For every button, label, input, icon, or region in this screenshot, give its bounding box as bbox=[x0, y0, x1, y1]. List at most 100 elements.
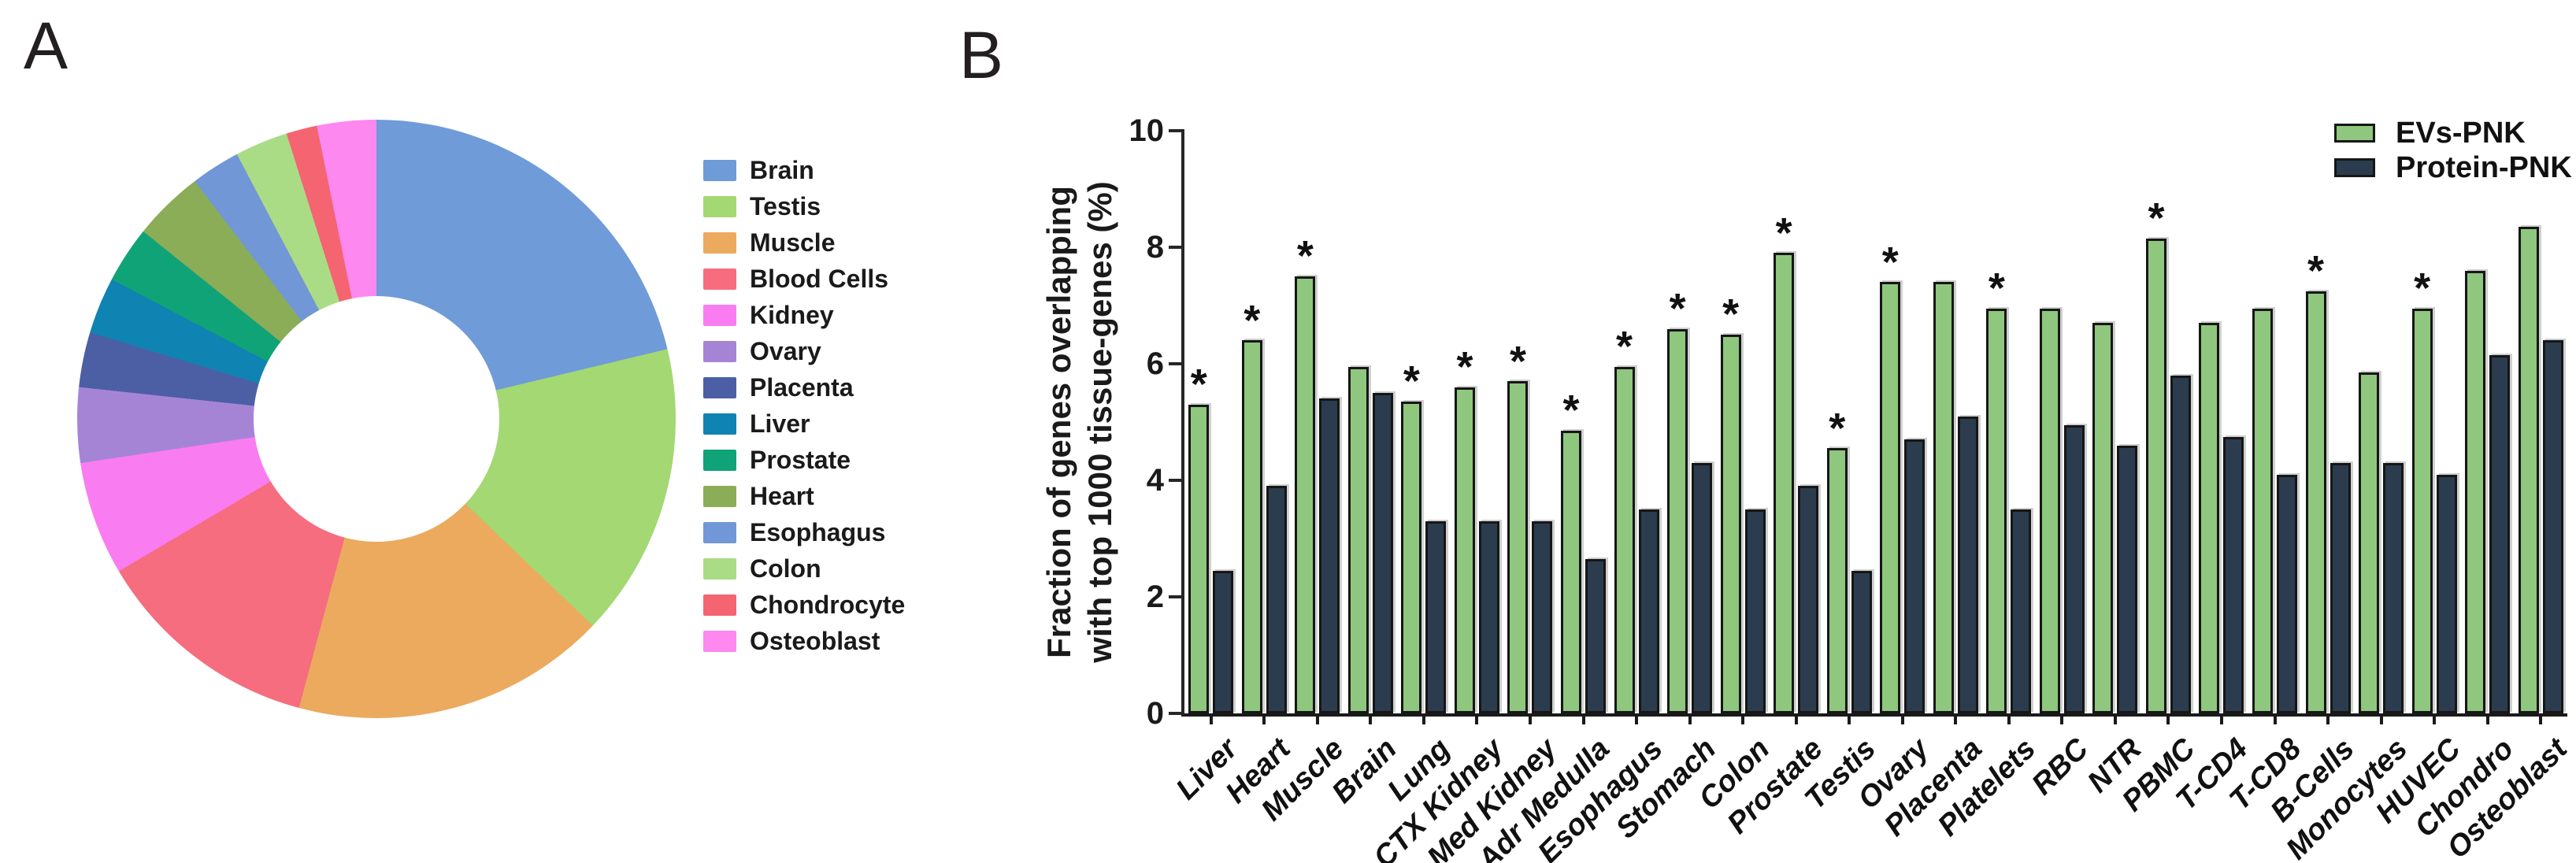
bar-protein-pnk bbox=[2436, 474, 2457, 713]
x-axis-tick bbox=[2060, 713, 2064, 724]
bar-chart-legend: EVs-PNK Protein-PNK bbox=[2334, 117, 2572, 184]
x-axis-tick bbox=[1528, 713, 1532, 724]
legend-item-label: Liver bbox=[750, 409, 810, 438]
legend-item-chondrocyte: Chondrocyte bbox=[703, 591, 905, 619]
legend-item-colon: Colon bbox=[703, 554, 905, 583]
y-axis-tick-label: 6 bbox=[1146, 346, 1164, 381]
x-axis-tick bbox=[1900, 713, 1904, 724]
x-axis-tick bbox=[2273, 713, 2277, 724]
legend-item-esophagus: Esophagus bbox=[703, 518, 905, 546]
significance-asterisk: * bbox=[1616, 323, 1633, 371]
bar-evs-pnk bbox=[1507, 381, 1529, 713]
y-axis-tick-label: 4 bbox=[1146, 463, 1164, 498]
legend-item-label: EVs-PNK bbox=[2396, 116, 2526, 150]
y-axis-tick-label: 10 bbox=[1129, 113, 1165, 148]
significance-asterisk: * bbox=[1244, 296, 1261, 344]
legend-item-label: Brain bbox=[750, 156, 814, 184]
bar-group-t-cd4: T-CD4 bbox=[2170, 131, 2255, 817]
legend-item-protein-pnk: Protein-PNK bbox=[2334, 151, 2572, 184]
bar-protein-pnk bbox=[2063, 424, 2085, 713]
legend-swatch-icon bbox=[703, 413, 736, 435]
bar-protein-pnk bbox=[2170, 375, 2191, 713]
legend-swatch-icon bbox=[703, 341, 736, 362]
x-axis-tick bbox=[1741, 713, 1745, 724]
legend-item-prostate: Prostate bbox=[703, 446, 905, 474]
bar-protein-pnk bbox=[1904, 439, 1926, 713]
panel-a-label: A bbox=[24, 9, 69, 83]
x-axis-tick bbox=[1688, 713, 1692, 724]
bar-evs-pnk bbox=[1880, 282, 1901, 713]
bar-protein-pnk bbox=[1319, 398, 1340, 713]
bar-protein-pnk bbox=[1744, 509, 1766, 713]
bar-protein-pnk bbox=[1425, 520, 1447, 713]
legend-item-label: Chondrocyte bbox=[750, 591, 906, 619]
significance-asterisk: * bbox=[1296, 232, 1314, 280]
donut-chart bbox=[77, 120, 676, 718]
bar-protein-pnk bbox=[1585, 558, 1607, 713]
y-axis-tick bbox=[1169, 479, 1184, 482]
bar-group-chondro: Chondro bbox=[2409, 131, 2520, 844]
bar-group-t-cd8: T-CD8 bbox=[2223, 131, 2307, 817]
significance-asterisk: * bbox=[1456, 343, 1473, 391]
bar-group-med-kidney: * Med Kidney bbox=[1421, 131, 1562, 863]
y-axis-tick-label: 2 bbox=[1146, 580, 1164, 614]
bar-evs-pnk bbox=[1614, 366, 1635, 713]
x-axis-label: RBC bbox=[2026, 732, 2096, 802]
legend-swatch-icon bbox=[703, 269, 736, 290]
legend-item-label: Protein-PNK bbox=[2396, 150, 2572, 184]
legend-swatch-icon bbox=[2334, 158, 2375, 177]
bar-group-heart: * Heart bbox=[1220, 131, 1297, 809]
x-axis-tick bbox=[2485, 713, 2489, 724]
legend-item-label: Colon bbox=[750, 554, 821, 583]
significance-asterisk: * bbox=[1403, 357, 1420, 406]
panel-b-label: B bbox=[959, 18, 1004, 92]
x-axis-tick bbox=[2326, 713, 2330, 724]
bar-group-platelets: * Platelets bbox=[1931, 131, 2041, 843]
bar-protein-pnk bbox=[2277, 474, 2298, 713]
bar-protein-pnk bbox=[1957, 416, 1978, 713]
x-axis-tick bbox=[1794, 713, 1798, 724]
significance-asterisk: * bbox=[1190, 361, 1207, 409]
x-axis-tick bbox=[1262, 713, 1266, 724]
bar-group-stomach: * Stomach bbox=[1610, 131, 1722, 845]
significance-asterisk: * bbox=[1722, 291, 1740, 339]
legend-swatch-icon bbox=[703, 522, 736, 543]
y-axis-tick bbox=[1169, 595, 1184, 598]
bar-evs-pnk bbox=[1774, 253, 1795, 713]
legend-item-label: Esophagus bbox=[750, 518, 886, 546]
bar-protein-pnk bbox=[1798, 486, 1819, 713]
legend-item-label: Testis bbox=[750, 192, 821, 220]
x-axis-tick bbox=[2166, 713, 2170, 724]
bar-group-ntr: NTR bbox=[2081, 131, 2148, 799]
x-axis-tick bbox=[1369, 713, 1373, 724]
legend-item-label: Placenta bbox=[750, 373, 854, 402]
bar-evs-pnk bbox=[1347, 366, 1369, 713]
bar-group-adr-medulla: * Adr Medulla bbox=[1472, 131, 1616, 863]
y-axis-tick bbox=[1169, 362, 1184, 365]
legend-item-muscle: Muscle bbox=[703, 228, 905, 257]
legend-swatch-icon bbox=[703, 594, 736, 616]
bar-evs-pnk bbox=[2465, 270, 2486, 713]
bar-protein-pnk bbox=[1213, 570, 1234, 713]
bar-protein-pnk bbox=[2383, 462, 2404, 713]
significance-asterisk: * bbox=[2414, 265, 2431, 313]
bar-group-huvec: * HUVEC bbox=[2370, 131, 2467, 829]
bar-protein-pnk bbox=[1478, 520, 1499, 713]
legend-item-label: Ovary bbox=[750, 337, 821, 365]
significance-asterisk: * bbox=[2148, 194, 2165, 243]
bar-protein-pnk bbox=[2542, 340, 2563, 713]
bar-evs-pnk bbox=[1986, 308, 2007, 713]
significance-asterisk: * bbox=[1829, 404, 1846, 452]
bar-evs-pnk bbox=[1295, 276, 1316, 713]
donut-hole bbox=[254, 296, 499, 542]
bar-evs-pnk bbox=[2252, 308, 2274, 713]
significance-asterisk: * bbox=[1881, 238, 1899, 286]
bar-group-muscle: * Muscle bbox=[1255, 131, 1351, 828]
legend-item-label: Muscle bbox=[750, 228, 836, 257]
bar-group-colon: * Colon bbox=[1692, 131, 1776, 816]
legend-item-label: Prostate bbox=[750, 446, 851, 474]
bar-group-rbc: RBC bbox=[2026, 131, 2095, 802]
legend-item-kidney: Kidney bbox=[703, 301, 905, 329]
x-axis-tick bbox=[2433, 713, 2437, 724]
bar-group-osteoblast: Osteoblast bbox=[2441, 131, 2574, 863]
